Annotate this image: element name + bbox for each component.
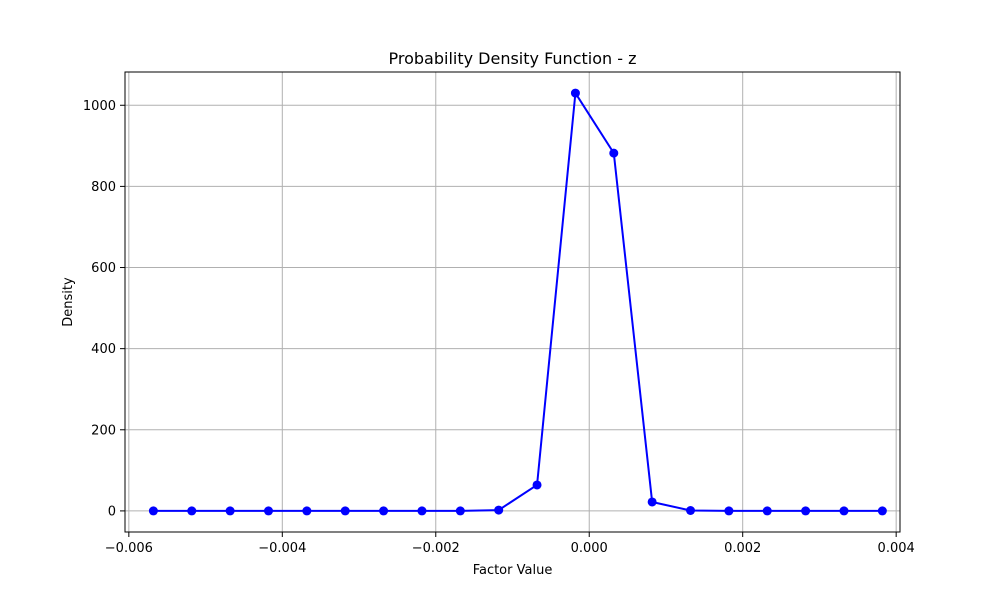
data-point: [455, 506, 465, 516]
y-tick-label: 800: [91, 180, 116, 195]
data-point: [225, 506, 235, 516]
data-point: [148, 506, 158, 516]
x-tick-label: 0.000: [571, 541, 608, 556]
data-point: [494, 505, 504, 515]
x-axis: −0.006 −0.004 −0.002 0.000 0.002 0.004: [105, 532, 915, 556]
x-tick-label: −0.006: [105, 541, 153, 556]
y-axis-label: Density: [61, 277, 76, 327]
data-point: [302, 506, 312, 516]
data-point: [609, 148, 619, 158]
data-point: [379, 506, 389, 516]
data-point: [187, 506, 197, 516]
axes-frame: [124, 71, 901, 533]
data-point: [417, 506, 427, 516]
y-tick-label: 1000: [83, 99, 116, 114]
data-point: [263, 506, 273, 516]
y-tick-label: 400: [91, 342, 116, 357]
y-tick-label: 200: [91, 423, 116, 438]
data-point: [724, 506, 734, 516]
data-point: [877, 506, 887, 516]
x-tick-label: 0.004: [878, 541, 915, 556]
x-axis-label: Factor Value: [473, 563, 553, 578]
data-point: [839, 506, 849, 516]
y-tick-label: 0: [108, 504, 116, 519]
plot-area: [148, 88, 887, 516]
x-tick-label: −0.002: [412, 541, 460, 556]
y-axis: 0 200 400 600 800 1000: [83, 99, 125, 519]
chart-title: Probability Density Function - z: [389, 49, 637, 68]
x-tick-label: −0.004: [258, 541, 306, 556]
data-point: [801, 506, 811, 516]
data-point: [647, 497, 657, 507]
x-tick-label: 0.002: [724, 541, 761, 556]
y-tick-label: 600: [91, 261, 116, 276]
data-point: [340, 506, 350, 516]
data-point: [686, 506, 696, 515]
data-point: [570, 88, 580, 98]
data-point: [762, 506, 772, 516]
data-point: [532, 480, 542, 490]
series-line: [153, 92, 883, 512]
